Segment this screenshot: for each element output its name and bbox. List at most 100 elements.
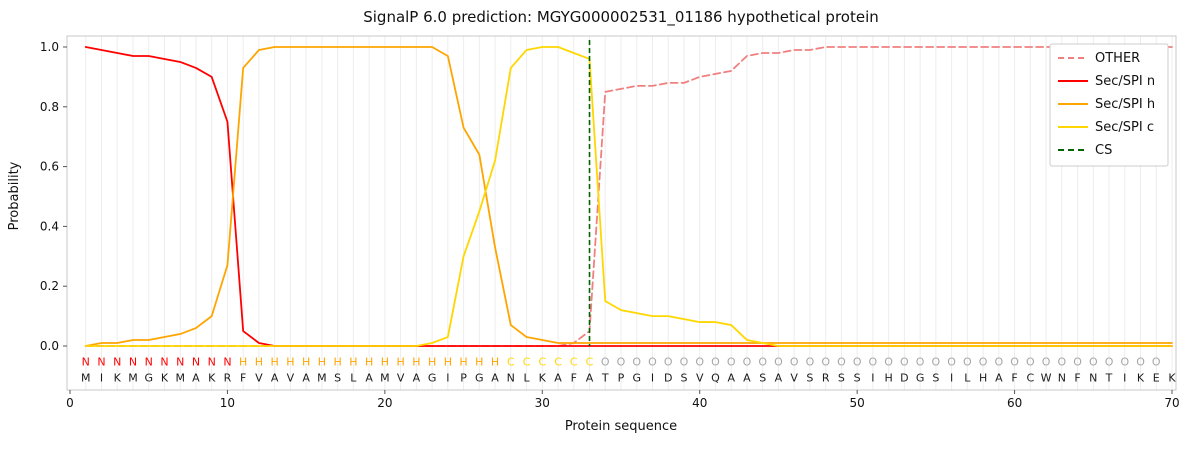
residue-letter: R bbox=[224, 372, 232, 385]
residue-letter: A bbox=[365, 372, 373, 385]
residue-letter: S bbox=[680, 372, 687, 385]
region-letter: O bbox=[1152, 356, 1161, 369]
residue-letter: V bbox=[790, 372, 798, 385]
x-tick-label: 0 bbox=[66, 396, 74, 410]
residue-letter: G bbox=[428, 372, 437, 385]
residue-letter: N bbox=[1058, 372, 1066, 385]
region-letter: O bbox=[1057, 356, 1066, 369]
residue-letter: A bbox=[302, 372, 310, 385]
region-letter: C bbox=[538, 356, 546, 369]
region-letter: O bbox=[711, 356, 720, 369]
x-tick-label: 70 bbox=[1164, 396, 1179, 410]
region-letter: O bbox=[963, 356, 972, 369]
residue-letter: K bbox=[539, 372, 547, 385]
region-letter: O bbox=[837, 356, 846, 369]
y-tick-label: 0.2 bbox=[40, 279, 59, 293]
x-tick-label: 60 bbox=[1007, 396, 1022, 410]
residue-letter: S bbox=[838, 372, 845, 385]
residue-letter: K bbox=[114, 372, 122, 385]
residue-letter: I bbox=[950, 372, 953, 385]
region-letter: H bbox=[396, 356, 404, 369]
region-letter: N bbox=[223, 356, 231, 369]
region-letter: H bbox=[475, 356, 483, 369]
residue-letter: P bbox=[460, 372, 467, 385]
region-letter: O bbox=[617, 356, 626, 369]
region-letter: O bbox=[1073, 356, 1082, 369]
region-letter: N bbox=[145, 356, 153, 369]
residue-letter: F bbox=[240, 372, 246, 385]
residue-letter: C bbox=[1026, 372, 1034, 385]
residue-letter: V bbox=[255, 372, 263, 385]
residue-letter: A bbox=[271, 372, 279, 385]
region-letter: N bbox=[192, 356, 200, 369]
region-letter: H bbox=[286, 356, 294, 369]
region-letter: H bbox=[459, 356, 467, 369]
residue-letter: E bbox=[1153, 372, 1160, 385]
residue-letter: A bbox=[192, 372, 200, 385]
region-letter: H bbox=[302, 356, 310, 369]
region-letter: O bbox=[601, 356, 610, 369]
residue-letter: D bbox=[664, 372, 672, 385]
residue-letter: D bbox=[900, 372, 908, 385]
region-letter: H bbox=[412, 356, 420, 369]
residue-letter: H bbox=[979, 372, 987, 385]
residue-letter: S bbox=[334, 372, 341, 385]
region-letter: H bbox=[318, 356, 326, 369]
residue-letter: M bbox=[81, 372, 91, 385]
residue-letter: L bbox=[964, 372, 971, 385]
x-tick-label: 10 bbox=[220, 396, 235, 410]
residue-letter: S bbox=[759, 372, 766, 385]
y-tick-label: 0.4 bbox=[40, 219, 59, 233]
region-letter: H bbox=[333, 356, 341, 369]
x-axis-label: Protein sequence bbox=[565, 419, 677, 434]
region-letter: O bbox=[648, 356, 657, 369]
residue-letter: G bbox=[916, 372, 925, 385]
residue-letter: M bbox=[380, 372, 390, 385]
residue-letter: M bbox=[175, 372, 185, 385]
region-letter: O bbox=[1010, 356, 1019, 369]
region-letter: H bbox=[349, 356, 357, 369]
residue-letter: K bbox=[208, 372, 216, 385]
series-sec-spi-c bbox=[84, 46, 1173, 347]
region-letter: H bbox=[255, 356, 263, 369]
residue-letter: M bbox=[317, 372, 327, 385]
region-letter: H bbox=[381, 356, 389, 369]
residue-letter: A bbox=[491, 372, 499, 385]
region-letter: O bbox=[758, 356, 767, 369]
region-letter: O bbox=[632, 356, 641, 369]
legend-label-sec-spi-c: Sec/SPI c bbox=[1095, 120, 1154, 135]
region-letter: H bbox=[491, 356, 499, 369]
residue-letter: K bbox=[1137, 372, 1145, 385]
region-letter: H bbox=[365, 356, 373, 369]
residue-letter: W bbox=[1041, 372, 1052, 385]
y-axis-label: Probability bbox=[7, 161, 22, 230]
residue-letter: L bbox=[350, 372, 357, 385]
region-letter: O bbox=[995, 356, 1004, 369]
region-letter: N bbox=[97, 356, 105, 369]
residue-letter: I bbox=[446, 372, 449, 385]
residue-letter: A bbox=[727, 372, 735, 385]
region-letter: O bbox=[853, 356, 862, 369]
residue-letter: V bbox=[696, 372, 704, 385]
residue-letter: F bbox=[571, 372, 577, 385]
residue-letter: F bbox=[1011, 372, 1017, 385]
y-tick-label: 1.0 bbox=[40, 40, 59, 54]
chart-title: SignalP 6.0 prediction: MGYG000002531_01… bbox=[363, 8, 879, 27]
residue-letter: I bbox=[100, 372, 103, 385]
residue-letter: L bbox=[523, 372, 530, 385]
series-sec-spi-h bbox=[84, 46, 1173, 347]
region-letter: C bbox=[586, 356, 594, 369]
region-letter: O bbox=[947, 356, 956, 369]
region-letter: O bbox=[900, 356, 909, 369]
region-letter: O bbox=[932, 356, 941, 369]
legend-box bbox=[1049, 43, 1169, 167]
residue-letter: A bbox=[586, 372, 594, 385]
residue-letter: P bbox=[618, 372, 625, 385]
region-letter: O bbox=[806, 356, 815, 369]
region-letter: H bbox=[239, 356, 247, 369]
x-tick-label: 30 bbox=[535, 396, 550, 410]
residue-letter: S bbox=[806, 372, 813, 385]
residue-letter: I bbox=[871, 372, 874, 385]
region-letter: C bbox=[570, 356, 578, 369]
